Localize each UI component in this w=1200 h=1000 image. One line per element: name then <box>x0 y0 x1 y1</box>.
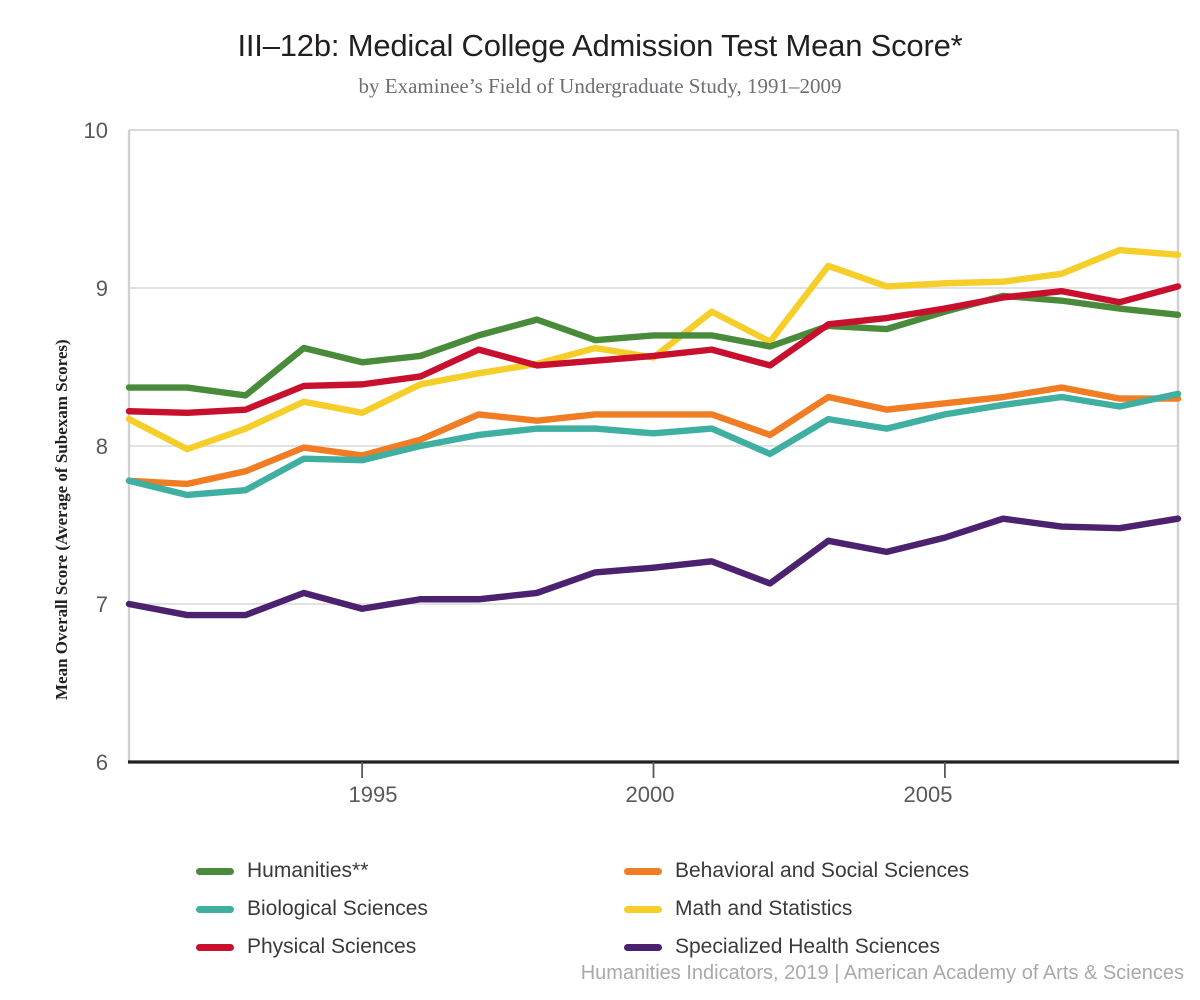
series-line <box>125 515 1182 619</box>
y-tick-label-8: 8 <box>95 434 108 459</box>
x-tick-label-1995: 1995 <box>348 782 398 807</box>
legend-item-label: Behavioral and Social Sciences <box>675 859 970 882</box>
series-line <box>125 384 1182 488</box>
source-footer: Humanities Indicators, 2019 | American A… <box>580 962 1184 984</box>
y-tick-label-10: 10 <box>83 118 108 143</box>
x-tick-label-2000: 2000 <box>625 782 675 807</box>
y-tick-label-6: 6 <box>95 750 108 775</box>
legend-swatch-icon <box>196 905 234 913</box>
series-lines <box>125 246 1182 619</box>
legend-item-math-and-statistics[interactable]: Math and Statistics <box>624 897 1052 921</box>
legend-item-biological-sciences[interactable]: Biological Sciences <box>196 897 624 921</box>
legend-item-specialized-health-sciences[interactable]: Specialized Health Sciences <box>624 935 1052 959</box>
legend-item-label: Humanities** <box>247 859 369 882</box>
y-tick-label-9: 9 <box>95 276 108 301</box>
legend-swatch-icon <box>624 867 662 875</box>
x-tick-marks <box>361 762 946 778</box>
chart-subtitle: by Examinee’s Field of Undergraduate Stu… <box>358 73 842 98</box>
legend-item-humanities[interactable]: Humanities** <box>196 859 624 883</box>
legend-item-physical-sciences[interactable]: Physical Sciences <box>196 935 624 959</box>
legend-item-behavioral-and-social-sciences[interactable]: Behavioral and Social Sciences <box>624 859 1052 883</box>
legend-item-label: Specialized Health Sciences <box>675 935 940 958</box>
legend-item-label: Math and Statistics <box>675 897 853 920</box>
legend-swatch-icon <box>196 867 234 875</box>
legend-swatch-icon <box>196 943 234 951</box>
legend: Humanities** Behavioral and Social Scien… <box>196 852 1096 966</box>
gridlines <box>129 129 1178 605</box>
legend-item-label: Biological Sciences <box>247 897 428 920</box>
series-line <box>125 292 1182 399</box>
legend-item-label: Physical Sciences <box>247 935 417 958</box>
series-line <box>125 246 1182 453</box>
x-tick-label-2005: 2005 <box>903 782 953 807</box>
page-title: III–12b: Medical College Admission Test … <box>237 28 963 63</box>
title-block: III–12b: Medical College Admission Test … <box>0 28 1200 99</box>
legend-swatch-icon <box>624 905 662 913</box>
legend-swatch-icon <box>624 943 662 951</box>
series-line <box>125 390 1182 499</box>
series-line <box>125 283 1182 417</box>
y-tick-label-7: 7 <box>95 592 108 617</box>
